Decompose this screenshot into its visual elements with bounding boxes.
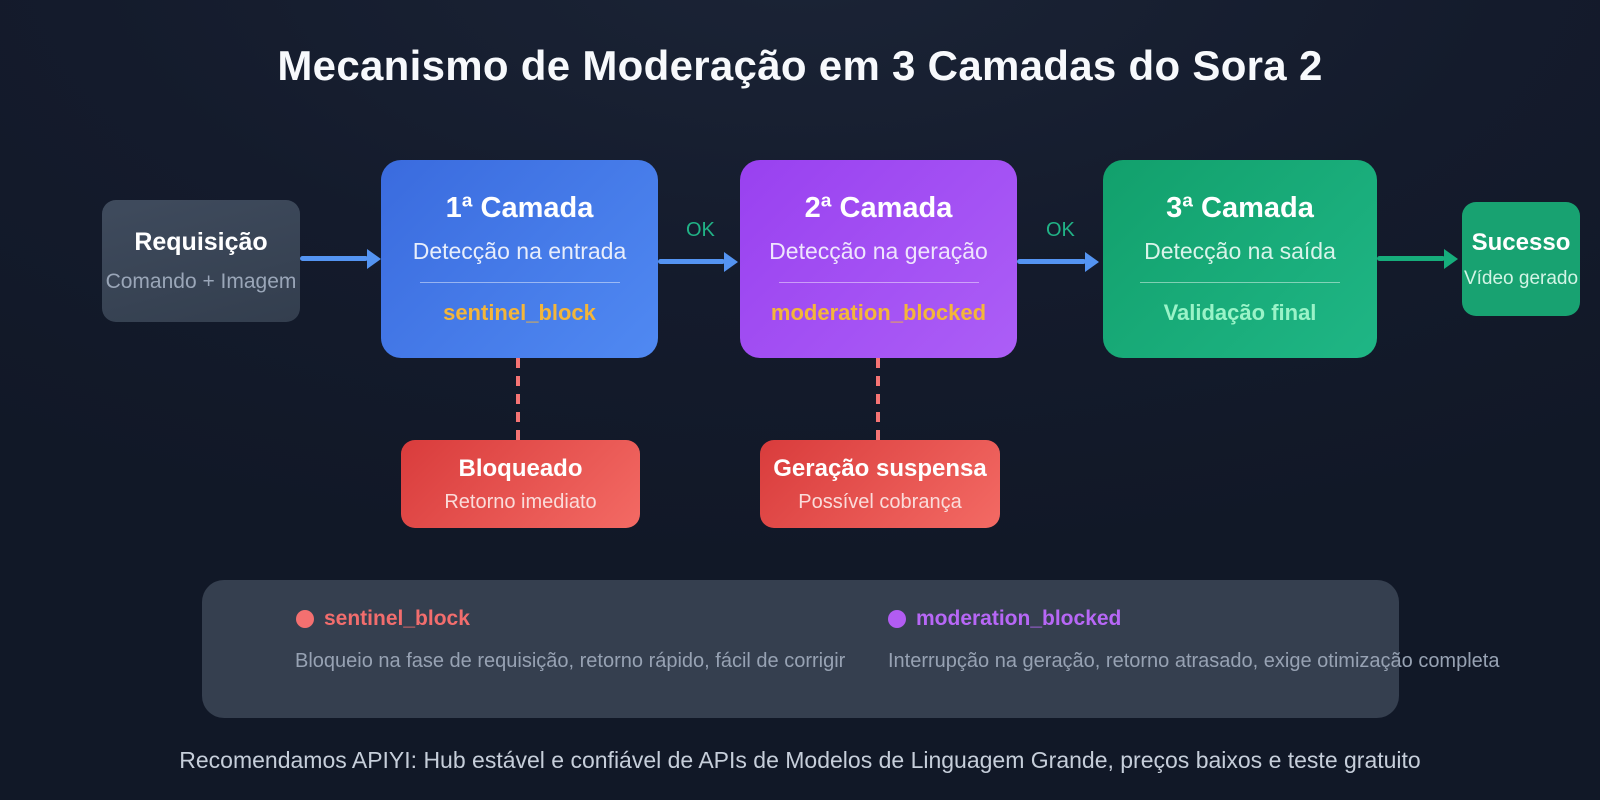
layer3-title: 3ª Camada — [1166, 192, 1314, 224]
dashed-connector-layer2 — [876, 358, 880, 440]
layer2-node: 2ª Camada Detecção na geração moderation… — [740, 160, 1017, 358]
diagram-title: Mecanismo de Moderação em 3 Camadas do S… — [277, 42, 1323, 89]
layer3-node: 3ª Camada Detecção na saída Validação fi… — [1103, 160, 1377, 358]
red-dot-icon — [296, 610, 314, 628]
request-subtitle: Comando + Imagem — [105, 270, 297, 293]
layer3-code: Validação final — [1163, 300, 1317, 325]
legend-desc-moderation: Interrupção na geração, retorno atrasado… — [888, 650, 1500, 672]
layer2-divider — [778, 282, 979, 283]
layer2-title: 2ª Camada — [804, 192, 953, 224]
request-node: Requisição Comando + Imagem — [102, 200, 300, 322]
layer1-code: sentinel_block — [443, 300, 596, 325]
ok-label-1: OK — [686, 219, 715, 241]
arrow-request-to-layer1 — [300, 256, 368, 261]
suspended-node: Geração suspensa Possível cobrança — [760, 440, 1000, 528]
arrow-layer2-to-layer3 — [1017, 259, 1086, 264]
purple-dot-icon — [888, 610, 906, 628]
legend-item-moderation: moderation_blocked — [888, 607, 1121, 631]
layer1-title: 1ª Camada — [445, 192, 594, 224]
layer3-subtitle: Detecção na saída — [1144, 238, 1336, 264]
legend-item-sentinel: sentinel_block — [296, 607, 470, 631]
layer3-divider — [1140, 282, 1340, 283]
arrow-layer3-to-success — [1377, 256, 1445, 261]
blocked-node: Bloqueado Retorno imediato — [401, 440, 640, 528]
layer1-subtitle: Detecção na entrada — [412, 238, 627, 264]
suspended-subtitle: Possível cobrança — [798, 490, 962, 513]
legend-desc-sentinel: Bloqueio na fase de requisição, retorno … — [295, 650, 846, 672]
ok-label-2: OK — [1046, 219, 1075, 241]
dashed-connector-layer1 — [516, 358, 520, 440]
request-title: Requisição — [134, 228, 268, 256]
success-title: Sucesso — [1471, 228, 1571, 256]
success-node: Sucesso Vídeo gerado — [1462, 202, 1580, 316]
legend-label-moderation: moderation_blocked — [916, 607, 1122, 630]
footer-note: Recomendamos APIYI: Hub estável e confiá… — [179, 747, 1421, 773]
success-subtitle: Vídeo gerado — [1463, 267, 1579, 289]
legend-panel — [202, 580, 1399, 718]
blocked-subtitle: Retorno imediato — [444, 490, 597, 513]
blocked-title: Bloqueado — [458, 454, 583, 482]
layer1-divider — [419, 282, 620, 283]
layer2-subtitle: Detecção na geração — [769, 238, 988, 264]
arrow-layer1-to-layer2 — [658, 259, 725, 264]
suspended-title: Geração suspensa — [773, 454, 987, 482]
legend-label-sentinel: sentinel_block — [324, 607, 470, 630]
layer1-node: 1ª Camada Detecção na entrada sentinel_b… — [381, 160, 658, 358]
layer2-code: moderation_blocked — [770, 300, 987, 325]
